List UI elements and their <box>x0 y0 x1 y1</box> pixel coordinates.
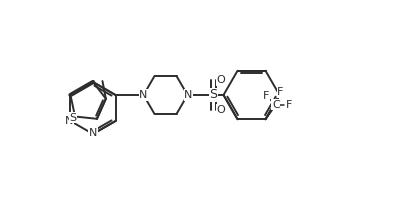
Text: F: F <box>263 91 269 101</box>
Text: O: O <box>216 75 225 85</box>
Text: O: O <box>216 105 225 115</box>
Text: F: F <box>277 87 283 97</box>
Text: S: S <box>209 88 218 102</box>
Text: C: C <box>272 99 280 110</box>
Text: S: S <box>70 113 76 123</box>
Text: N: N <box>184 90 193 100</box>
Text: N: N <box>89 128 97 138</box>
Text: F: F <box>285 99 292 110</box>
Text: N: N <box>65 116 74 126</box>
Text: N: N <box>139 90 148 100</box>
